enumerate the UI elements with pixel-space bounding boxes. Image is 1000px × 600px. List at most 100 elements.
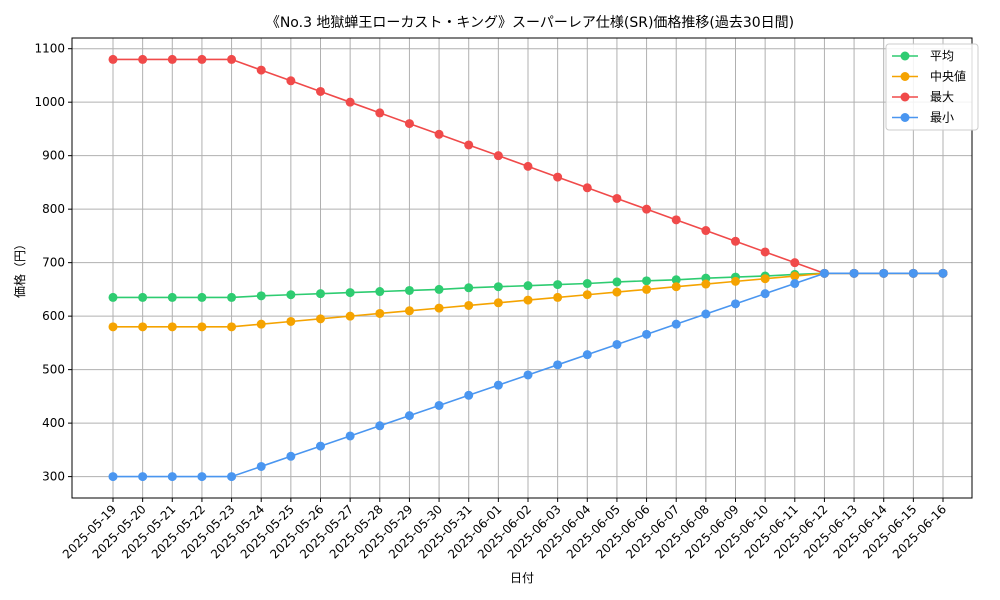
data-point	[731, 236, 740, 246]
data-point	[464, 300, 474, 310]
data-point	[523, 370, 533, 380]
data-point	[553, 292, 563, 302]
data-point	[612, 277, 622, 287]
data-point	[612, 287, 622, 297]
y-tick-label: 400	[42, 416, 65, 430]
data-point	[464, 140, 474, 150]
data-point	[375, 108, 385, 118]
data-point	[138, 472, 148, 482]
data-point	[256, 319, 266, 329]
data-point	[760, 274, 770, 284]
data-point	[493, 282, 503, 292]
data-point	[197, 292, 207, 302]
y-tick-label: 700	[42, 256, 65, 270]
data-point	[227, 292, 237, 302]
data-point	[227, 322, 237, 332]
data-point	[642, 204, 652, 214]
data-point	[227, 54, 237, 64]
data-point	[404, 119, 414, 129]
data-point	[671, 275, 681, 285]
data-point	[316, 289, 325, 299]
data-point	[345, 311, 355, 321]
data-point	[227, 472, 237, 482]
legend-label: 最小	[930, 111, 954, 125]
series-3	[108, 268, 948, 482]
data-point	[286, 316, 296, 326]
series-group	[108, 54, 948, 482]
data-point	[642, 284, 652, 294]
y-tick-label: 1000	[34, 95, 65, 109]
data-point	[167, 54, 177, 64]
data-point	[671, 215, 681, 225]
data-point	[375, 287, 385, 297]
legend-label: 中央値	[930, 69, 966, 84]
data-point	[138, 54, 148, 64]
data-point	[108, 472, 118, 482]
data-point	[197, 322, 207, 332]
y-axis: 300 400 500 600 700 800 900 1000 1100	[34, 42, 72, 484]
data-point	[286, 76, 296, 86]
data-point	[523, 295, 533, 305]
data-point	[701, 309, 711, 319]
legend-box	[885, 43, 979, 131]
data-point	[523, 161, 533, 171]
x-axis: 2025-05-192025-05-202025-05-212025-05-22…	[60, 498, 949, 561]
data-point	[493, 298, 503, 308]
data-point	[316, 314, 325, 324]
data-point	[731, 299, 740, 309]
data-point	[316, 86, 325, 96]
data-point	[819, 268, 829, 278]
data-point	[553, 280, 563, 290]
data-point	[167, 322, 177, 332]
data-point	[582, 279, 592, 289]
data-point	[108, 54, 118, 64]
y-tick-label: 600	[42, 309, 65, 323]
data-point	[879, 268, 889, 278]
data-point	[464, 283, 474, 293]
data-point	[908, 268, 918, 278]
y-tick-label: 900	[42, 149, 65, 163]
x-axis-title: 日付	[510, 571, 534, 585]
data-point	[197, 54, 207, 64]
data-point	[108, 322, 118, 332]
data-point	[523, 281, 533, 291]
y-tick-label: 500	[42, 363, 65, 377]
y-tick-label: 800	[42, 202, 65, 216]
data-point	[256, 461, 266, 471]
data-point	[434, 129, 444, 139]
data-point	[938, 268, 948, 278]
data-point	[582, 290, 592, 300]
data-point	[138, 322, 148, 332]
grid	[72, 38, 972, 498]
data-point	[790, 279, 800, 289]
data-point	[434, 284, 444, 294]
data-point	[582, 350, 592, 360]
data-point	[375, 308, 385, 318]
data-point	[345, 97, 355, 107]
chart-title: 《No.3 地獄蝉王ローカスト・キング》スーパーレア仕様(SR)価格推移(過去3…	[266, 15, 794, 31]
data-point	[167, 472, 177, 482]
data-point	[434, 400, 444, 410]
data-point	[286, 451, 296, 461]
data-point	[493, 151, 503, 161]
data-point	[345, 288, 355, 298]
data-point	[108, 292, 118, 302]
data-point	[167, 292, 177, 302]
data-point	[612, 339, 622, 349]
data-point	[197, 472, 207, 482]
y-tick-label: 300	[42, 470, 65, 484]
legend-swatch-marker	[900, 51, 910, 61]
data-point	[582, 183, 592, 193]
data-point	[138, 292, 148, 302]
data-point	[642, 329, 652, 339]
data-point	[316, 441, 325, 451]
data-point	[553, 360, 563, 370]
data-point	[404, 285, 414, 295]
data-point	[286, 290, 296, 300]
data-point	[642, 276, 652, 286]
data-point	[375, 421, 385, 431]
data-point	[345, 431, 355, 441]
